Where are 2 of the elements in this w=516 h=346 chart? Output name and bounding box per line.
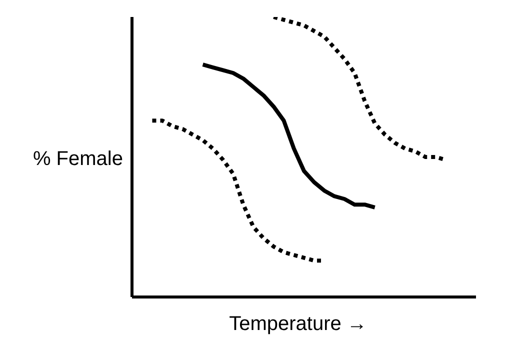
- x-axis-title: Temperature →: [228, 313, 368, 336]
- y-axis-title: % Female: [32, 148, 123, 171]
